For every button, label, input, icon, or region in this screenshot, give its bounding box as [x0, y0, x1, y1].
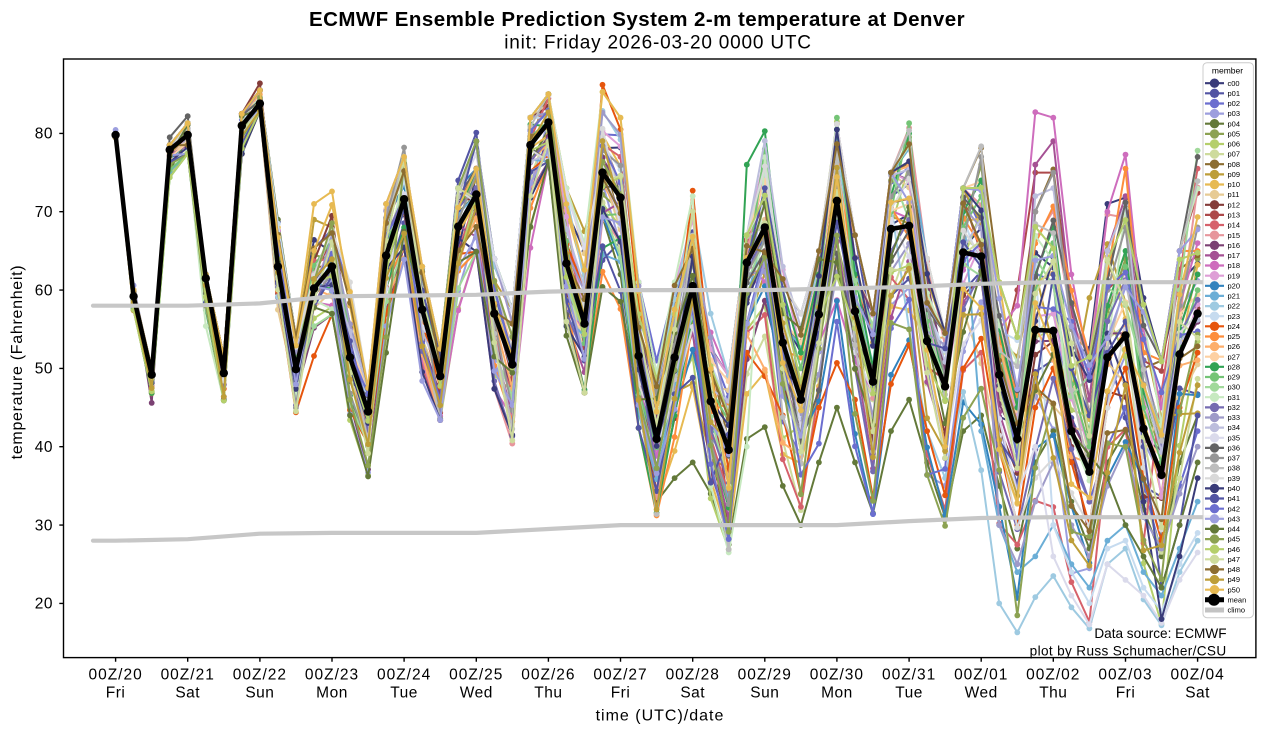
- svg-text:init: Friday 2026-03-20 0000 U: init: Friday 2026-03-20 0000 UTC: [504, 33, 812, 54]
- svg-text:Tue: Tue: [390, 685, 418, 702]
- svg-text:60: 60: [35, 282, 53, 299]
- svg-text:p29: p29: [1228, 373, 1241, 382]
- svg-text:p45: p45: [1228, 535, 1241, 544]
- svg-text:p40: p40: [1228, 484, 1241, 493]
- svg-text:p38: p38: [1228, 464, 1241, 473]
- svg-text:p02: p02: [1228, 99, 1241, 108]
- svg-text:p30: p30: [1228, 383, 1241, 392]
- svg-text:c00: c00: [1228, 79, 1240, 88]
- svg-text:00Z/04: 00Z/04: [1170, 667, 1224, 684]
- svg-text:p35: p35: [1228, 433, 1241, 442]
- svg-text:p01: p01: [1228, 89, 1241, 98]
- svg-text:Thu: Thu: [1039, 685, 1067, 702]
- svg-text:p10: p10: [1228, 180, 1241, 189]
- svg-text:p11: p11: [1228, 190, 1240, 199]
- svg-text:p34: p34: [1228, 423, 1241, 432]
- svg-text:p18: p18: [1228, 261, 1241, 270]
- svg-text:p44: p44: [1228, 525, 1241, 534]
- svg-text:p42: p42: [1228, 504, 1241, 513]
- svg-text:p27: p27: [1228, 352, 1241, 361]
- svg-text:p46: p46: [1228, 545, 1241, 554]
- svg-text:50: 50: [35, 361, 53, 378]
- svg-text:p03: p03: [1228, 109, 1241, 118]
- svg-text:p48: p48: [1228, 565, 1241, 574]
- svg-text:p05: p05: [1228, 130, 1241, 139]
- svg-text:40: 40: [35, 439, 53, 456]
- svg-text:p33: p33: [1228, 413, 1241, 422]
- svg-text:Sat: Sat: [680, 685, 705, 702]
- svg-text:p49: p49: [1228, 575, 1241, 584]
- svg-text:p25: p25: [1228, 332, 1241, 341]
- svg-text:climo: climo: [1228, 606, 1246, 615]
- svg-text:Sun: Sun: [750, 685, 779, 702]
- svg-text:00Z/20: 00Z/20: [88, 667, 142, 684]
- svg-text:p21: p21: [1228, 292, 1241, 301]
- svg-text:70: 70: [35, 204, 53, 221]
- svg-text:p20: p20: [1228, 281, 1241, 290]
- svg-text:Thu: Thu: [534, 685, 562, 702]
- svg-text:plot by Russ Schumacher/CSU: plot by Russ Schumacher/CSU: [1030, 644, 1227, 659]
- svg-text:p14: p14: [1228, 221, 1241, 230]
- svg-text:p31: p31: [1228, 393, 1241, 402]
- svg-text:00Z/29: 00Z/29: [738, 667, 792, 684]
- svg-text:p43: p43: [1228, 514, 1241, 523]
- svg-text:p16: p16: [1228, 241, 1241, 250]
- svg-text:p32: p32: [1228, 403, 1241, 412]
- svg-text:p41: p41: [1228, 494, 1241, 503]
- svg-text:p13: p13: [1228, 211, 1241, 220]
- svg-text:p23: p23: [1228, 312, 1241, 321]
- svg-text:p06: p06: [1228, 140, 1241, 149]
- svg-text:p50: p50: [1228, 585, 1241, 594]
- svg-text:p24: p24: [1228, 322, 1241, 331]
- svg-text:00Z/26: 00Z/26: [521, 667, 575, 684]
- svg-text:p37: p37: [1228, 454, 1241, 463]
- svg-text:p28: p28: [1228, 362, 1241, 371]
- svg-text:p07: p07: [1228, 150, 1241, 159]
- svg-text:p47: p47: [1228, 555, 1241, 564]
- svg-text:00Z/28: 00Z/28: [666, 667, 720, 684]
- svg-text:00Z/27: 00Z/27: [593, 667, 647, 684]
- svg-text:00Z/03: 00Z/03: [1098, 667, 1152, 684]
- svg-text:p12: p12: [1228, 200, 1241, 209]
- svg-text:p36: p36: [1228, 444, 1241, 453]
- svg-text:Data source: ECMWF: Data source: ECMWF: [1094, 626, 1226, 641]
- svg-text:Fri: Fri: [106, 685, 126, 702]
- svg-text:Sat: Sat: [175, 685, 200, 702]
- svg-text:p09: p09: [1228, 170, 1241, 179]
- svg-text:temperature (Fahrenheit): temperature (Fahrenheit): [9, 265, 26, 460]
- svg-text:00Z/25: 00Z/25: [449, 667, 503, 684]
- svg-text:Fri: Fri: [611, 685, 631, 702]
- svg-text:p26: p26: [1228, 342, 1241, 351]
- svg-text:Sat: Sat: [1185, 685, 1210, 702]
- svg-text:p17: p17: [1228, 251, 1241, 260]
- svg-text:Mon: Mon: [821, 685, 853, 702]
- svg-text:00Z/23: 00Z/23: [305, 667, 359, 684]
- svg-text:00Z/30: 00Z/30: [810, 667, 864, 684]
- svg-text:00Z/22: 00Z/22: [233, 667, 287, 684]
- svg-text:00Z/21: 00Z/21: [161, 667, 215, 684]
- svg-text:00Z/31: 00Z/31: [882, 667, 936, 684]
- svg-text:p39: p39: [1228, 474, 1241, 483]
- svg-text:mean: mean: [1228, 595, 1247, 604]
- svg-text:p04: p04: [1228, 119, 1241, 128]
- svg-text:p22: p22: [1228, 302, 1241, 311]
- svg-text:00Z/01: 00Z/01: [954, 667, 1008, 684]
- svg-text:time (UTC)/date: time (UTC)/date: [596, 708, 725, 725]
- svg-text:ECMWF Ensemble Prediction Syst: ECMWF Ensemble Prediction System 2-m tem…: [309, 8, 965, 31]
- svg-text:p08: p08: [1228, 160, 1241, 169]
- svg-text:80: 80: [35, 126, 53, 143]
- svg-text:Fri: Fri: [1116, 685, 1136, 702]
- svg-text:Sun: Sun: [245, 685, 274, 702]
- svg-text:Wed: Wed: [965, 685, 998, 702]
- svg-text:30: 30: [35, 517, 53, 534]
- svg-text:Mon: Mon: [316, 685, 348, 702]
- svg-text:00Z/24: 00Z/24: [377, 667, 431, 684]
- svg-text:20: 20: [35, 596, 53, 613]
- svg-text:p19: p19: [1228, 271, 1241, 280]
- svg-text:Wed: Wed: [460, 685, 493, 702]
- svg-text:00Z/02: 00Z/02: [1026, 667, 1080, 684]
- svg-text:Tue: Tue: [895, 685, 923, 702]
- svg-text:p15: p15: [1228, 231, 1241, 240]
- svg-text:member: member: [1212, 66, 1243, 76]
